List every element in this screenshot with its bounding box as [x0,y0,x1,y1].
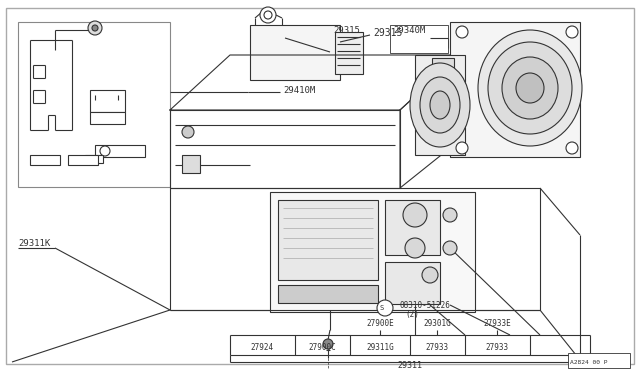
Ellipse shape [430,91,450,119]
Bar [68,155,98,165]
Bar [385,262,440,304]
Bar [385,200,440,255]
Bar [568,353,630,368]
Polygon shape [400,55,460,188]
Circle shape [323,339,333,349]
Bar [18,22,170,187]
Circle shape [456,142,468,154]
Bar [278,200,378,280]
Text: 29311K: 29311K [18,240,51,248]
Text: 27900E: 27900E [366,318,394,327]
Text: 27924: 27924 [250,343,273,352]
Bar [270,192,475,312]
Text: 27933: 27933 [426,343,449,352]
Bar [278,285,378,303]
Polygon shape [170,110,400,188]
Bar [95,145,145,157]
Bar [432,58,454,70]
Text: 29340M: 29340M [393,26,425,35]
Circle shape [100,146,110,156]
Text: 29311G: 29311G [366,343,394,352]
Circle shape [443,241,457,255]
Bar [250,25,340,80]
Text: 29301G: 29301G [423,318,451,327]
Text: 29410M: 29410M [283,86,316,94]
Ellipse shape [478,30,582,146]
Text: S: S [380,305,384,311]
Ellipse shape [516,73,544,103]
Circle shape [405,238,425,258]
Text: A2824 00 P: A2824 00 P [570,359,607,365]
Circle shape [566,26,578,38]
Ellipse shape [488,42,572,134]
Bar [90,90,125,112]
Polygon shape [170,55,460,110]
Bar [335,32,363,74]
Text: 27900C: 27900C [308,343,336,352]
Text: 29311: 29311 [397,362,422,371]
Text: (2): (2) [405,311,419,320]
Ellipse shape [410,63,470,147]
Text: 08310-51226: 08310-51226 [400,301,451,310]
Bar [390,25,448,53]
Text: 29315: 29315 [333,26,360,35]
Circle shape [88,21,102,35]
Bar [415,55,465,155]
Ellipse shape [502,57,558,119]
Circle shape [443,208,457,222]
Text: 27933E: 27933E [483,318,511,327]
Circle shape [403,203,427,227]
Bar [90,112,125,124]
Ellipse shape [420,77,460,133]
Text: 29315: 29315 [373,28,403,38]
Bar [182,155,200,173]
Circle shape [422,267,438,283]
Circle shape [92,25,98,31]
Bar [85,155,103,163]
Circle shape [264,11,272,19]
Text: 27933: 27933 [485,343,509,352]
Circle shape [377,300,393,316]
Circle shape [456,26,468,38]
Bar [30,155,60,165]
Circle shape [182,126,194,138]
Circle shape [260,7,276,23]
Circle shape [566,142,578,154]
Bar [450,22,580,157]
